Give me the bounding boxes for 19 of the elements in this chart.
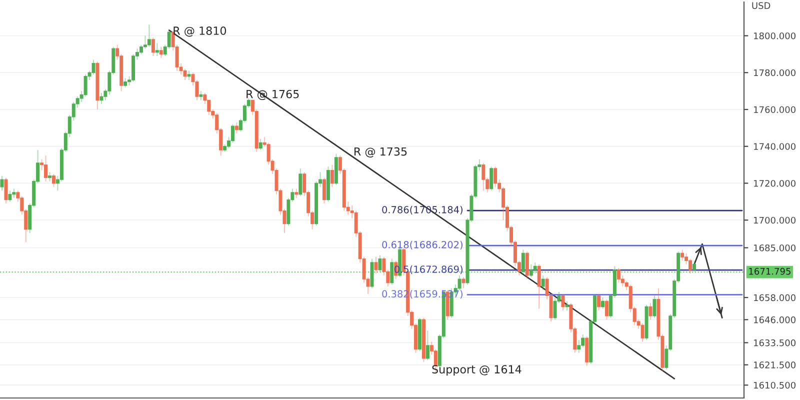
ref-line-label: 1671.795	[749, 268, 790, 275]
y-tick-label: 1700.000	[754, 216, 796, 224]
annotation: R @ 1810	[174, 26, 226, 37]
y-tick-label: 1720.000	[754, 180, 796, 187]
y-tick-label: 1800.000	[754, 32, 796, 40]
y-tick-label: 1780.000	[754, 69, 796, 76]
candlestick	[132, 54, 136, 82]
y-tick-label: 1610.500	[754, 382, 796, 389]
y-axis-title: USD	[752, 2, 770, 9]
y-tick-label: 1685.000	[754, 244, 796, 252]
y-tick-label: 1621.500	[754, 362, 796, 368]
annotation: Support @ 1614	[432, 365, 522, 376]
y-tick-label: 1760.000	[754, 106, 796, 114]
y-tick-label: 1740.000	[754, 143, 796, 150]
y-tick-label: 1633.500	[754, 339, 796, 346]
y-tick-label: 1646.000	[754, 316, 796, 324]
series-label: 0.618(1686.202)	[382, 240, 462, 250]
annotation: R @ 1735	[354, 147, 407, 158]
y-tick-label: 1658.000	[754, 294, 796, 302]
